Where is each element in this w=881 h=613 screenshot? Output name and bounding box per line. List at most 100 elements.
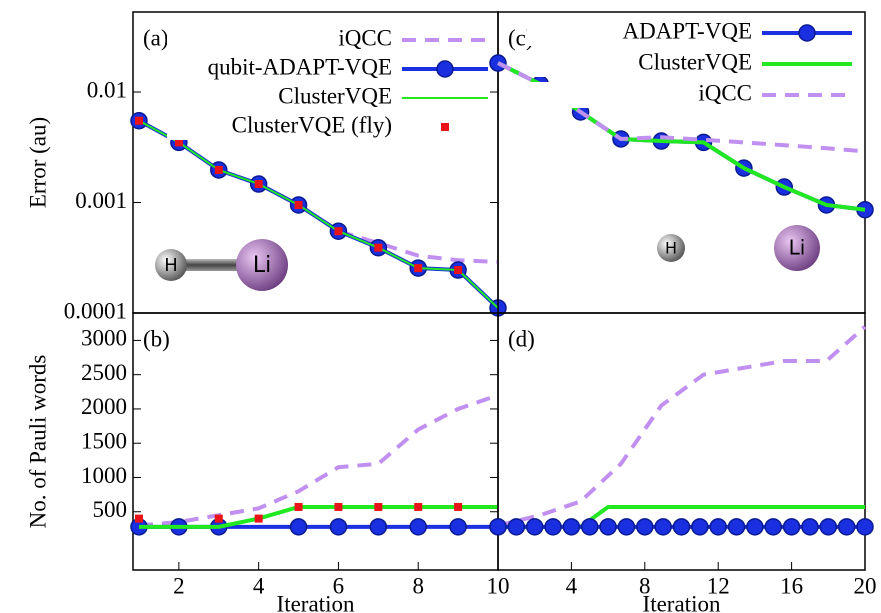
marker [374,243,383,252]
legend-label: ClusterVQE (fly) [232,112,392,137]
marker [174,138,183,147]
marker [746,518,764,536]
panel: 500 1000 1500 2000 2500 3000 2 4 6 8 10 (b) No. of P… [25,312,510,613]
marker [727,518,746,536]
atom-label: Li [789,236,806,260]
marker [214,514,223,523]
series-line [138,119,499,309]
legend-bg [167,85,392,111]
marker [409,518,427,536]
y-tick-label: 0.001 [75,188,127,213]
marker [369,518,388,536]
series-line [497,325,867,528]
y-tick-label: 0.0001 [64,298,127,323]
marker [334,227,343,236]
legend-label: iQCC [698,80,752,105]
marker [454,266,463,275]
marker [525,518,544,536]
marker [134,116,143,125]
panel: 4 8 12 16 20 (d) Iteration [489,312,877,613]
marker [782,518,801,536]
marker [214,165,223,174]
marker [414,502,423,511]
marker [798,24,816,42]
legend-bg [527,51,752,77]
y-tick-label: 500 [93,497,128,522]
marker [454,502,463,511]
series-line [138,118,500,310]
marker [134,514,143,523]
marker [672,518,691,536]
x-tick-label: 8 [412,573,424,598]
y-tick-label: 3000 [81,326,127,351]
marker [449,518,467,536]
x-tick-label: 16 [780,573,803,598]
x-axis-label: Iteration [277,591,355,613]
y-tick-label: 2500 [81,360,127,385]
x-tick-label: 4 [566,573,578,598]
atom-label: H [164,255,178,276]
marker [709,518,727,536]
molecule-c: H Li [657,225,820,271]
marker [334,502,343,511]
y-tick-label: 2000 [81,394,127,419]
series-line [138,393,499,528]
panel-label: (b) [143,326,170,351]
marker [329,518,348,536]
y-axis-label: No. of Pauli words [25,355,50,529]
marker [436,60,454,78]
marker [441,123,449,131]
marker [654,518,672,536]
legend-label: ADAPT-VQE [623,18,753,43]
marker [254,514,263,523]
legend-bg [167,27,392,53]
x-tick-label: 4 [253,573,265,598]
marker [581,518,599,536]
panel: 0.0001 0.001 0.01 (a) Error (au) iQCC qubit-AD… [25,11,507,323]
x-tick-label: 8 [639,573,651,598]
y-tick-label: 1500 [81,428,127,453]
plot-frame [132,312,499,571]
legend-bg [527,82,752,108]
x-tick-label: 20 [854,573,877,598]
legend-bg [527,20,752,46]
legend-bg [167,56,392,82]
marker [544,518,562,536]
atom-label: Li [253,253,271,278]
marker [636,518,654,536]
marker [819,518,838,536]
y-tick-label: 1000 [81,463,127,488]
legend-label: ClusterVQE [278,83,392,108]
y-tick-label: 0.01 [87,77,127,102]
x-tick-label: 12 [707,573,730,598]
marker [374,502,383,511]
marker [489,518,507,536]
marker [289,518,308,536]
plot-frame [497,312,866,571]
marker [691,518,709,536]
x-tick-label: 10 [487,573,510,598]
marker [414,264,423,273]
y-axis-label: Error (au) [25,117,50,208]
molecule-a: H Li [155,239,288,291]
atom-label: H [665,239,677,258]
marker [294,502,303,511]
marker [562,518,581,536]
marker [254,180,263,189]
marker [617,518,636,536]
x-tick-label: 2 [173,573,185,598]
legend-label: iQCC [338,25,392,50]
marker [507,518,526,536]
legend-label: qubit-ADAPT-VQE [208,54,392,79]
marker [837,518,856,536]
marker [801,518,819,536]
x-tick-label: 6 [333,573,345,598]
marker [294,200,303,209]
marker [599,518,617,536]
marker [856,518,874,536]
x-axis-label: Iteration [643,591,721,613]
series-line [138,118,499,264]
marker [764,518,782,536]
